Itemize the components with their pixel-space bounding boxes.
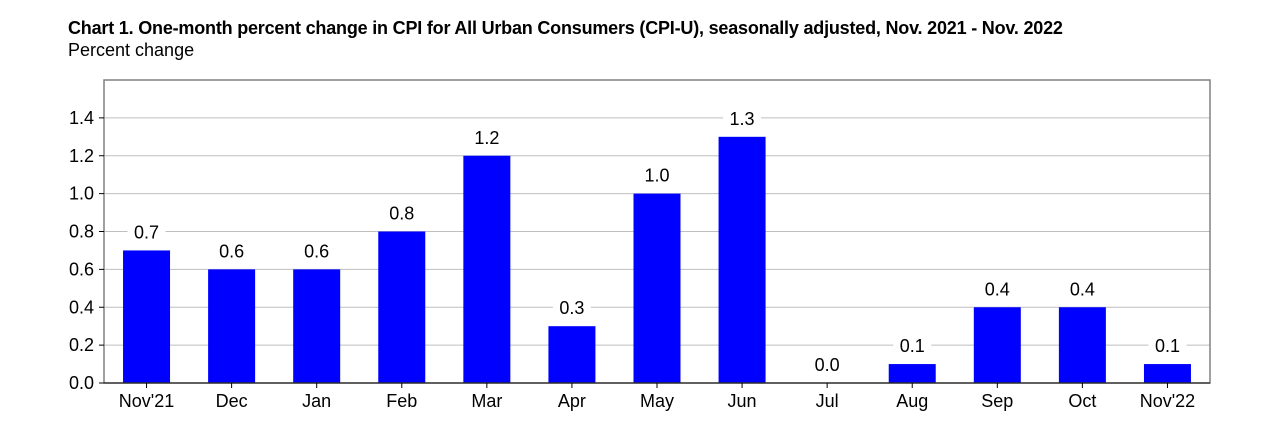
y-tick-label: 0.8 (69, 222, 94, 242)
data-label: 0.8 (389, 204, 414, 224)
data-label: 0.1 (1155, 336, 1180, 356)
data-label: 1.0 (644, 166, 669, 186)
bar (633, 193, 681, 383)
bar (973, 307, 1021, 383)
x-tick-label: Mar (471, 391, 502, 411)
bar (378, 231, 426, 383)
chart-title: Chart 1. One-month percent change in CPI… (68, 18, 1063, 38)
y-axis-ticks: 0.0 0.2 0.4 0.6 0.8 1.0 1.2 1.4 (69, 108, 104, 393)
data-label-background (297, 240, 336, 263)
data-label: 1.2 (474, 128, 499, 148)
data-label-background (127, 221, 166, 244)
bar (718, 136, 766, 383)
data-label-background (808, 354, 847, 376)
data-label-background (212, 240, 251, 263)
x-tick-label: Apr (558, 391, 586, 411)
y-axis-label: Percent change (68, 40, 195, 60)
data-label: 0.3 (559, 298, 584, 318)
data-label-background (552, 297, 591, 320)
x-axis-ticks: Nov'21 Dec Jan Feb Mar Apr May Jun Jul Aug Sep Oct N… (104, 382, 1210, 411)
data-label: 0.4 (985, 279, 1010, 299)
data-label-background (978, 278, 1017, 301)
x-tick-label: Jun (728, 391, 757, 411)
data-label-background (723, 107, 762, 130)
data-label-background (382, 202, 421, 225)
gridlines (104, 117, 1210, 346)
data-labels: 0.7 0.6 0.6 0.8 1.2 0.3 1.0 1.3 0.0 0.1 0.4 0.4 0.1 (127, 107, 1187, 376)
x-tick-label: Oct (1068, 391, 1096, 411)
y-tick-label: 1.0 (69, 184, 94, 204)
bar (548, 326, 596, 383)
x-tick-label: Sep (981, 391, 1013, 411)
x-tick-label: Nov'21 (119, 391, 174, 411)
data-label: 0.6 (219, 241, 244, 261)
y-tick-label: 1.4 (69, 108, 94, 128)
y-tick-label: 0.2 (69, 335, 94, 355)
x-tick-label: Jan (302, 391, 331, 411)
bar (888, 364, 936, 383)
bar (293, 269, 341, 383)
x-tick-label: Dec (216, 391, 248, 411)
data-label: 1.3 (730, 109, 755, 129)
data-label-background (1148, 335, 1187, 358)
y-tick-label: 0.0 (69, 373, 94, 393)
bars (123, 136, 1191, 383)
data-label: 0.0 (815, 355, 840, 375)
data-label-background (467, 126, 506, 149)
x-tick-label: Nov'22 (1140, 391, 1195, 411)
data-label: 0.6 (304, 241, 329, 261)
x-tick-label: May (640, 391, 674, 411)
bar (123, 250, 171, 383)
bar (1058, 307, 1106, 383)
data-label: 0.7 (134, 222, 159, 242)
y-tick-label: 0.6 (69, 259, 94, 279)
data-label-background (1063, 278, 1102, 301)
bar (208, 269, 256, 383)
data-label: 0.4 (1070, 279, 1095, 299)
y-tick-label: 1.2 (69, 146, 94, 166)
bar (463, 155, 511, 383)
y-tick-label: 0.4 (69, 297, 94, 317)
x-tick-label: Jul (816, 391, 839, 411)
data-label-background (638, 164, 676, 187)
bar (1143, 364, 1191, 383)
x-tick-label: Aug (896, 391, 928, 411)
x-tick-label: Feb (386, 391, 417, 411)
data-label-background (893, 335, 932, 358)
data-label: 0.1 (900, 336, 925, 356)
